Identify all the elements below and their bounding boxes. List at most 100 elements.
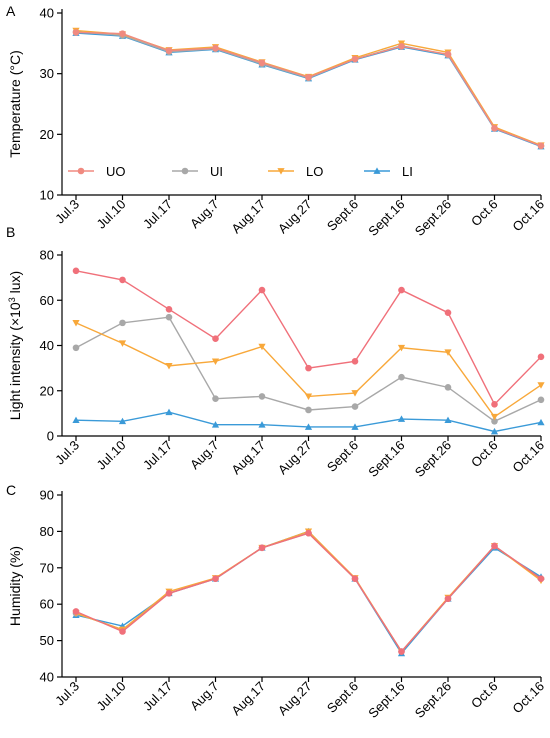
data-point-uo [398, 43, 405, 50]
panel-label: A [6, 3, 16, 19]
y-tick-label: 80 [40, 524, 54, 539]
data-point-li [258, 421, 266, 428]
data-point-lo [118, 340, 127, 347]
data-point-uo [165, 47, 173, 54]
data-point-ui [258, 393, 266, 400]
data-point-uo [258, 544, 266, 552]
x-tick-label: Aug.17 [228, 679, 268, 719]
data-point-lo [72, 319, 80, 327]
x-tick-label: Sept.26 [412, 197, 454, 239]
y-axis-label: Humidity (%) [7, 546, 23, 626]
data-point-lo [258, 343, 266, 351]
y-tick-label: 30 [40, 66, 54, 81]
data-point-lo [537, 382, 545, 389]
x-tick-label: Aug.7 [187, 197, 222, 232]
x-tick-label: Jul.17 [140, 197, 175, 232]
series-uo [72, 29, 545, 150]
x-tick-label: Jul.17 [140, 679, 175, 714]
series-line-lo [75, 530, 542, 653]
data-point-uo [398, 286, 405, 294]
series-line-lo [75, 29, 542, 146]
y-tick-label: 40 [40, 670, 54, 685]
data-point-uo [72, 267, 80, 275]
data-point-li [537, 418, 545, 426]
data-point-ui [165, 313, 173, 321]
x-tick-label: Oct.6 [468, 438, 501, 471]
legend-label: LI [402, 164, 413, 179]
x-tick-label: Aug.17 [228, 197, 268, 237]
x-tick-label: Oct.16 [509, 438, 547, 476]
series-lo [72, 319, 545, 421]
legend-item-li: LI [364, 164, 413, 179]
series-ui [72, 28, 545, 150]
x-tick-label: Jul.3 [52, 438, 82, 468]
data-point-lo [165, 362, 173, 370]
legend-marker [277, 168, 285, 175]
data-point-uo [119, 628, 126, 635]
data-point-uo [537, 353, 545, 361]
data-point-li [444, 416, 452, 424]
data-point-ui [537, 396, 545, 404]
x-tick-label: Jul.3 [52, 679, 82, 709]
data-point-uo [305, 529, 312, 537]
legend-label: LO [306, 164, 323, 179]
data-point-li [211, 421, 220, 428]
y-tick-label: 20 [40, 127, 54, 142]
series-ui [72, 529, 545, 655]
data-point-uo [351, 575, 359, 583]
y-axis-label: Temperature (°C) [7, 50, 23, 158]
data-point-ui [491, 417, 498, 425]
series-line-uo [75, 532, 542, 653]
series-lo [72, 27, 545, 149]
x-tick-label: Jul.10 [93, 679, 128, 714]
data-point-uo [119, 276, 126, 284]
x-tick-label: Sept.26 [412, 679, 454, 721]
panel-c: C 40 50 60 70 80 90 Jul.3 Jul.10 Jul.17 Aug.7 Aug.1… [6, 482, 547, 721]
data-point-uo [491, 124, 498, 132]
data-point-ui [119, 319, 126, 327]
data-point-uo [212, 335, 219, 343]
y-tick-label: 70 [40, 560, 54, 575]
data-point-uo [491, 542, 498, 550]
data-point-uo [258, 59, 266, 67]
x-tick-label: Sept.16 [365, 197, 407, 239]
panel-label: B [6, 224, 15, 240]
data-point-uo [212, 44, 219, 52]
legend-label: UI [210, 164, 223, 179]
data-point-ui [305, 406, 312, 414]
x-tick-label: Oct.16 [509, 197, 547, 235]
data-point-li [304, 423, 313, 430]
x-tick-label: Aug.27 [275, 679, 315, 719]
data-point-uo [444, 50, 452, 58]
data-point-ui [398, 373, 405, 381]
data-point-li [72, 416, 80, 424]
series-line-ui [75, 532, 542, 653]
legend-marker [181, 167, 189, 175]
series-li [72, 527, 545, 657]
data-point-uo [444, 595, 452, 603]
data-point-lo [351, 390, 359, 397]
legend-marker [373, 167, 381, 174]
data-point-uo [351, 358, 359, 365]
y-tick-label: 0 [47, 429, 54, 444]
y-tick-label: 90 [40, 488, 54, 503]
y-axis-label: Light intensity (×103 lux) [7, 271, 23, 420]
data-point-uo [351, 55, 359, 63]
data-point-uo [305, 74, 312, 81]
data-point-uo [258, 286, 266, 294]
x-tick-label: Jul.17 [140, 438, 175, 473]
series-li [72, 408, 545, 435]
data-point-uo [165, 306, 173, 313]
panel-a: A 10 20 30 40 Jul.3 Jul.10 Jul.17 Aug.7 Aug.17 Aug… [6, 3, 547, 239]
x-tick-label: Aug.27 [275, 438, 315, 478]
data-point-uo [72, 29, 80, 36]
series-lo [72, 528, 545, 656]
data-point-lo [444, 349, 452, 356]
x-tick-label: Jul.10 [93, 438, 128, 473]
x-tick-label: Aug.7 [187, 438, 222, 473]
data-point-li [165, 408, 173, 416]
data-point-uo [165, 589, 173, 597]
x-tick-label: Oct.6 [468, 197, 501, 230]
x-tick-label: Sept.26 [412, 438, 454, 480]
